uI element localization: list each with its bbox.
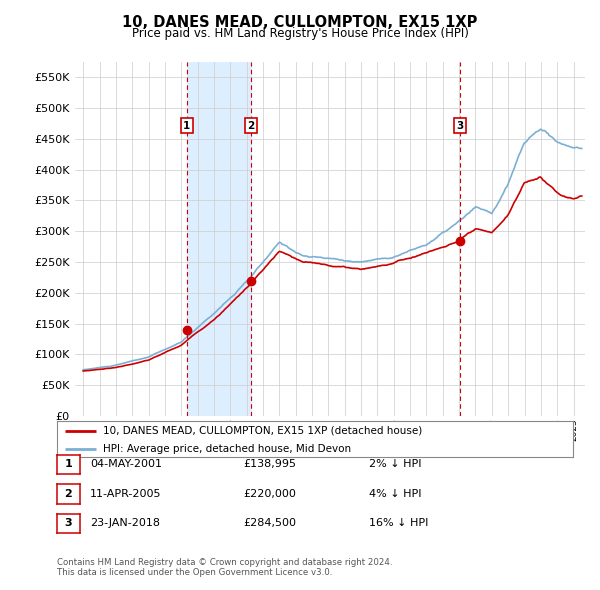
Text: 2% ↓ HPI: 2% ↓ HPI xyxy=(369,460,421,469)
Text: 2: 2 xyxy=(248,121,255,130)
Text: 3: 3 xyxy=(457,121,464,130)
Text: 16% ↓ HPI: 16% ↓ HPI xyxy=(369,519,428,528)
Text: 1: 1 xyxy=(183,121,190,130)
Text: £284,500: £284,500 xyxy=(243,519,296,528)
Text: £138,995: £138,995 xyxy=(243,460,296,469)
Text: Contains HM Land Registry data © Crown copyright and database right 2024.
This d: Contains HM Land Registry data © Crown c… xyxy=(57,558,392,577)
Text: HPI: Average price, detached house, Mid Devon: HPI: Average price, detached house, Mid … xyxy=(103,444,352,454)
Text: £220,000: £220,000 xyxy=(243,489,296,499)
Text: 4% ↓ HPI: 4% ↓ HPI xyxy=(369,489,421,499)
Text: 10, DANES MEAD, CULLOMPTON, EX15 1XP: 10, DANES MEAD, CULLOMPTON, EX15 1XP xyxy=(122,15,478,30)
Text: 1: 1 xyxy=(65,460,72,469)
Text: 2: 2 xyxy=(65,489,72,499)
Bar xyxy=(187,62,251,416)
Text: Price paid vs. HM Land Registry's House Price Index (HPI): Price paid vs. HM Land Registry's House … xyxy=(131,27,469,40)
Text: 3: 3 xyxy=(65,519,72,528)
Text: 10, DANES MEAD, CULLOMPTON, EX15 1XP (detached house): 10, DANES MEAD, CULLOMPTON, EX15 1XP (de… xyxy=(103,425,422,435)
Text: 23-JAN-2018: 23-JAN-2018 xyxy=(90,519,160,528)
Text: 11-APR-2005: 11-APR-2005 xyxy=(90,489,161,499)
Text: 04-MAY-2001: 04-MAY-2001 xyxy=(90,460,162,469)
